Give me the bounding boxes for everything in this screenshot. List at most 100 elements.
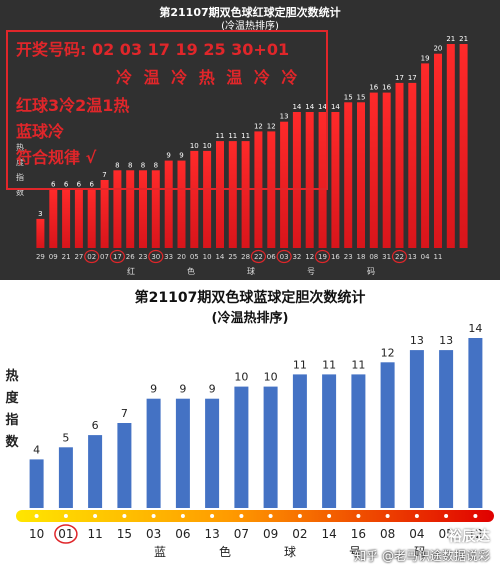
blue-bar: [117, 423, 132, 508]
red-tick-label: 10: [203, 253, 212, 261]
red-xlabel-char: 球: [247, 266, 255, 276]
red-xlabel-char: 号: [307, 267, 315, 276]
annotation-box: 开奖号码: 02 03 17 19 25 30+01 冷 温 冷 热 温 冷 冷…: [6, 30, 328, 190]
red-bar-value: 17: [408, 74, 417, 82]
red-bar-value: 21: [459, 35, 468, 43]
red-bar: [216, 141, 224, 248]
blue-tick-label: 01: [58, 527, 73, 541]
red-bar-value: 6: [89, 181, 94, 189]
red-circled-marker: [314, 249, 331, 264]
red-bar: [318, 112, 327, 248]
blue-bar-value: 7: [121, 407, 128, 420]
annotation-conclusion: 符合规律 √: [16, 148, 97, 167]
blue-bar: [205, 398, 220, 508]
red-bar: [49, 189, 58, 248]
red-tick-label: 29: [36, 253, 45, 261]
blue-xlabel-char: 色: [219, 545, 231, 559]
blue-bar-value: 10: [234, 371, 248, 384]
heat-scale-dot: [93, 514, 98, 518]
blue-bar: [29, 459, 44, 508]
blue-bar-value: 10: [264, 371, 278, 384]
blue-tick-label: 06: [175, 527, 190, 541]
blue-tick-label: 10: [29, 527, 44, 541]
blue-bar: [409, 350, 424, 508]
blue-bar-value: 11: [293, 358, 307, 371]
blue-tick-label: 16: [351, 527, 366, 541]
blue-tick-label: 05: [438, 527, 453, 541]
red-bar-value: 7: [102, 171, 106, 179]
red-bar: [395, 82, 404, 249]
red-circled-marker: [109, 249, 126, 264]
red-bar-value: 20: [433, 45, 442, 53]
red-ylabel-char: 数: [16, 187, 24, 197]
red-bar-value: 19: [421, 54, 430, 62]
heat-scale-dot: [444, 514, 449, 518]
red-ball-chart: 第21107期双色球红球定胆次数统计(冷温热排序)36 6 6 678 8 8 89 910 1…: [16, 5, 468, 276]
blue-bar-value: 5: [62, 431, 69, 444]
red-tick-label: 30: [151, 253, 160, 261]
blue-chart-title: 第21107期双色球蓝球定胆次数统计: [135, 289, 366, 306]
red-bar-value: 16: [382, 84, 391, 92]
red-xlabel-char: 红: [127, 266, 135, 276]
red-tick-label: 09: [49, 253, 58, 261]
red-bar: [241, 141, 250, 248]
watermark-text: 知乎 @老马识途数据说彩: [354, 549, 490, 563]
red-bar-value: 11: [241, 132, 250, 140]
red-tick-label: 06: [267, 253, 276, 261]
red-tick-label: 18: [357, 253, 366, 261]
red-bar: [459, 44, 468, 248]
heat-scale-dot: [151, 514, 156, 518]
red-tick-label: 22: [254, 253, 263, 261]
blue-xlabel-char: 蓝: [154, 545, 166, 559]
red-ylabel-char: 度: [16, 157, 24, 167]
red-bar-value: 16: [369, 84, 378, 92]
red-bar-value: 13: [280, 113, 289, 121]
red-bar: [344, 102, 353, 248]
red-chart-title: 第21107期双色球红球定胆次数统计: [159, 5, 340, 19]
red-bar-value: 8: [141, 161, 145, 169]
red-bar-value: 11: [215, 132, 224, 140]
red-bar: [357, 102, 365, 248]
heat-scale-dot: [473, 514, 478, 518]
blue-bar: [292, 374, 307, 508]
red-tick-label: 20: [177, 253, 186, 261]
blue-bar-value: 12: [381, 346, 395, 359]
red-tick-label: 19: [318, 253, 327, 261]
heat-scale-dot: [385, 514, 390, 518]
red-bar-value: 15: [344, 93, 353, 101]
annotation-temperature-row: 冷 温 冷 热 温 冷 冷: [116, 68, 301, 87]
red-bar: [446, 44, 455, 248]
red-xlabel-char: 码: [367, 267, 375, 276]
blue-tick-label: 09: [263, 527, 278, 541]
red-bar: [177, 160, 186, 248]
red-circled-marker: [148, 249, 164, 264]
red-tick-label: 23: [344, 253, 353, 261]
blue-bar-value: 6: [92, 419, 99, 432]
red-tick-label: 25: [228, 253, 237, 261]
red-xlabel-char: 色: [187, 266, 195, 276]
blue-bar-value: 9: [179, 383, 186, 396]
red-bar: [305, 112, 314, 248]
red-circled-marker: [391, 249, 408, 264]
red-bar-value: 9: [166, 152, 170, 160]
red-bar: [139, 170, 147, 248]
blue-bar: [380, 362, 395, 508]
blue-tick-label: 15: [117, 527, 132, 541]
red-bar: [280, 121, 289, 248]
heat-scale-bar: [16, 510, 494, 522]
blue-xlabel-char: 码: [414, 545, 426, 559]
red-tick-label: 33: [164, 253, 173, 261]
blue-bar: [234, 386, 249, 508]
blue-bar-value: 13: [439, 334, 453, 347]
blue-ylabel-char: 数: [5, 434, 19, 450]
heat-scale-dot: [297, 514, 302, 518]
red-tick-label: 02: [87, 253, 96, 261]
red-bar-value: 6: [64, 181, 69, 189]
blue-bar-value: 11: [351, 358, 365, 371]
blue-tick-label: 02: [292, 527, 307, 541]
red-tick-label: 22: [395, 253, 404, 261]
blue-tick-label: 12: [468, 527, 483, 541]
annotation-red-summary: 红球3冷2温1热: [16, 96, 130, 115]
red-bar: [164, 160, 173, 248]
red-bar-value: 21: [446, 35, 455, 43]
